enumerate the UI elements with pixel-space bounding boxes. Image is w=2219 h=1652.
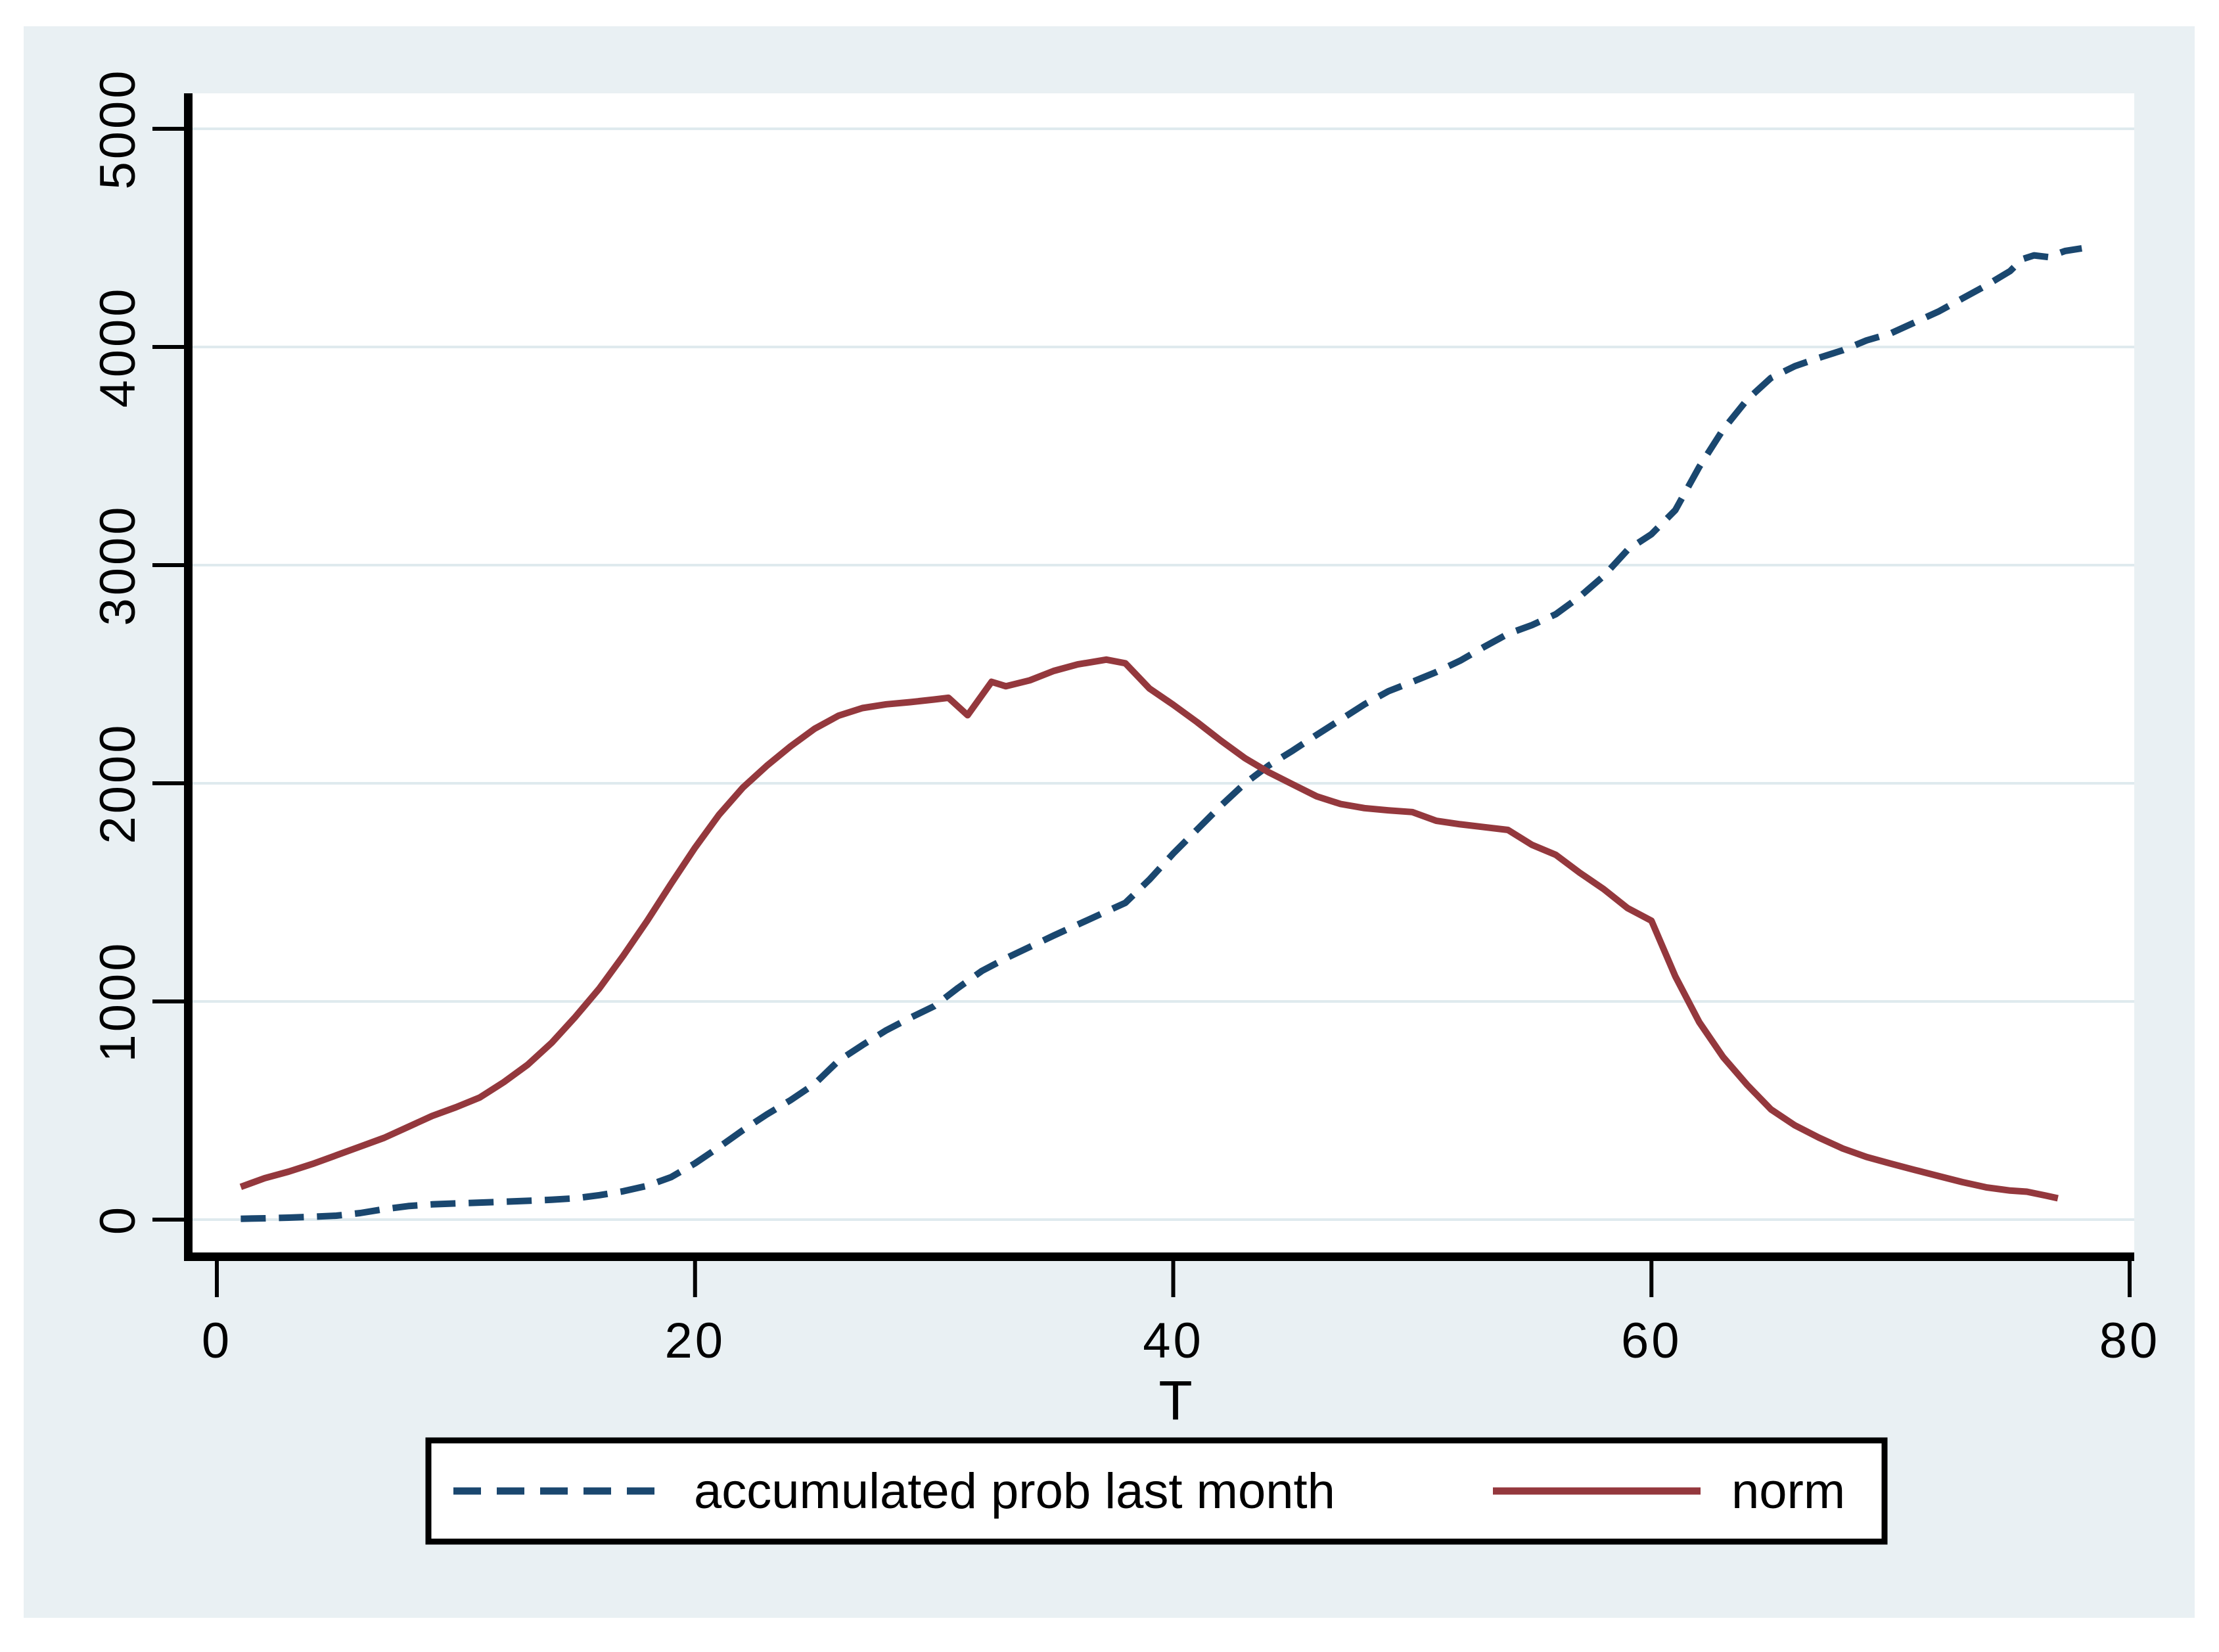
- y-axis-ticks: [152, 127, 184, 1222]
- x-tick-label: 20: [664, 1313, 725, 1369]
- series-lines: [239, 244, 2082, 1222]
- legend-label-accumulated: accumulated prob last month: [694, 1463, 1335, 1519]
- y-tick-label: 0: [90, 1205, 146, 1235]
- y-tick-label: 2000: [90, 722, 146, 844]
- y-axis-tick-labels: 0 1000 2000 3000 4000 5000: [90, 68, 146, 1235]
- x-tick-label: 40: [1143, 1313, 1204, 1369]
- series-line-dashed: [240, 244, 2082, 1222]
- x-axis-tick-labels: 0 20 40 60 80: [202, 1313, 2161, 1369]
- x-tick-label: 60: [1621, 1313, 1682, 1369]
- plot-area: [184, 93, 2134, 1260]
- x-tick-label: 80: [2099, 1313, 2161, 1369]
- legend-label-norm: norm: [1731, 1463, 1845, 1519]
- y-tick-label: 4000: [90, 286, 146, 407]
- x-axis-line: [184, 1252, 2134, 1261]
- x-axis-title: T: [1158, 1369, 1192, 1431]
- x-tick-label: 0: [202, 1313, 232, 1369]
- y-tick-label: 1000: [90, 940, 146, 1062]
- x-axis-ticks: [215, 1261, 2132, 1297]
- y-axis-line: [184, 93, 193, 1260]
- y-tick-label: 3000: [90, 504, 146, 626]
- series-line-solid: [239, 656, 2059, 1202]
- y-tick-label: 5000: [90, 68, 146, 189]
- legend: accumulated prob last month norm: [425, 1437, 1888, 1545]
- gridlines: [188, 127, 2134, 1221]
